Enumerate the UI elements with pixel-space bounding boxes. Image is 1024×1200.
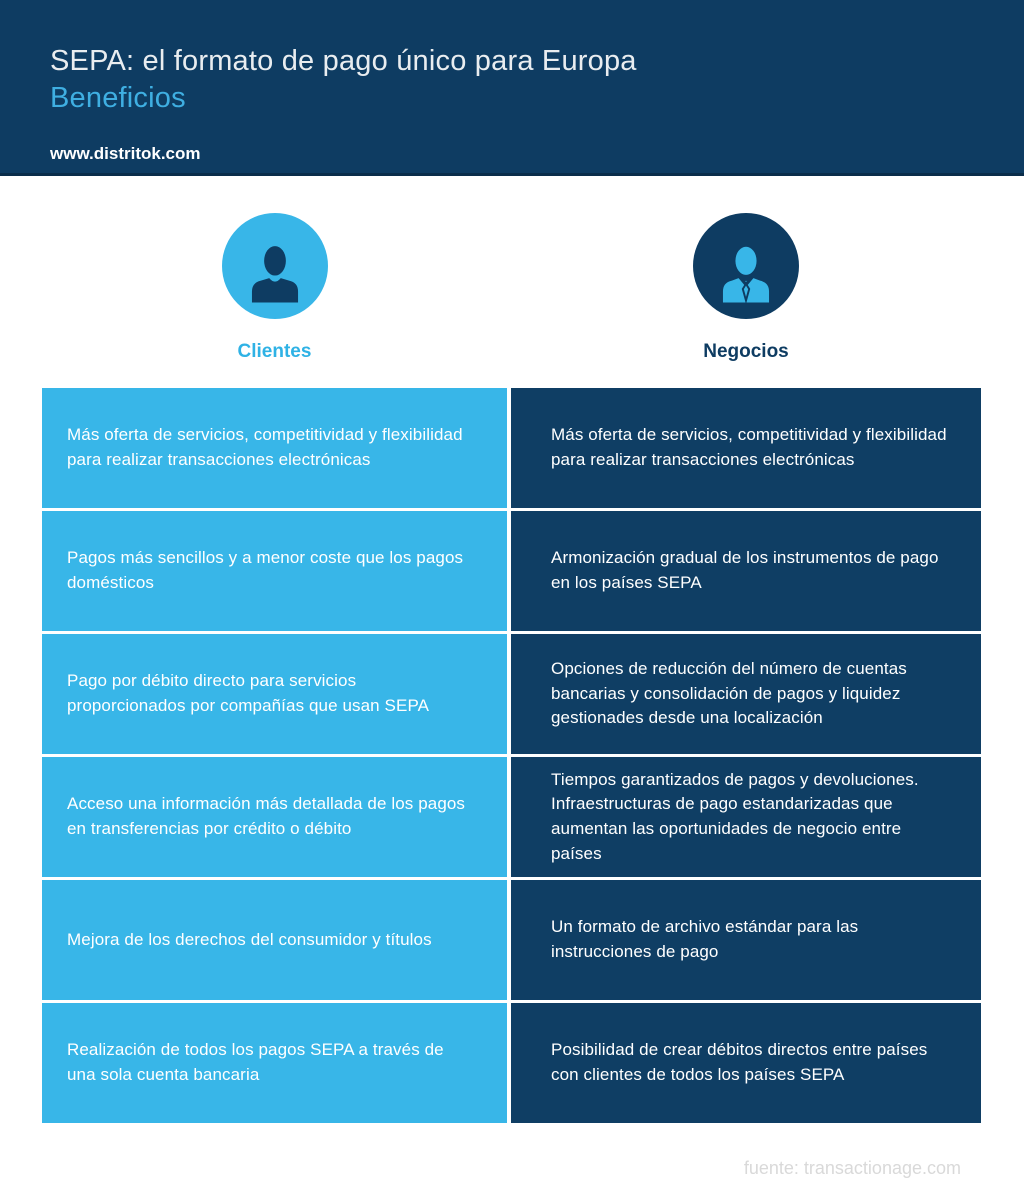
cell-clientes-2: Pagos más sencillos y a menor coste que … xyxy=(42,511,507,631)
footer-source: fuente: transactionage.com xyxy=(743,1158,961,1178)
cell-negocios-6: Posibilidad de crear débitos directos en… xyxy=(511,1003,981,1123)
cell-clientes-3: Pago por débito directo para servicios p… xyxy=(42,634,507,754)
cell-negocios-2: Armonización gradual de los instrumentos… xyxy=(511,511,981,631)
clientes-avatar xyxy=(221,213,328,319)
clientes-label: Clientes xyxy=(237,341,312,362)
website-url: www.distritok.com xyxy=(50,143,201,163)
benefits-table: Más oferta de servicios, competitividad … xyxy=(42,388,981,1123)
page-title: SEPA: el formato de pago único para Euro… xyxy=(50,45,637,77)
cell-negocios-3: Opciones de reducción del número de cuen… xyxy=(511,634,981,754)
cell-clientes-1: Más oferta de servicios, competitividad … xyxy=(42,388,507,508)
header: SEPA: el formato de pago único para Euro… xyxy=(0,0,1024,176)
negocios-group-header: Negocios xyxy=(511,213,981,363)
cell-negocios-5: Un formato de archivo estándar para las … xyxy=(511,880,981,1000)
page-subtitle: Beneficios xyxy=(50,82,186,115)
cell-clientes-4: Acceso una información más detallada de … xyxy=(42,757,507,877)
cell-negocios-1: Más oferta de servicios, competitividad … xyxy=(511,388,981,508)
cell-negocios-4: Tiempos garantizados de pagos y devoluci… xyxy=(511,757,981,877)
clientes-group-header: Clientes xyxy=(42,213,507,363)
person-icon xyxy=(251,246,298,303)
cell-clientes-6: Realización de todos los pagos SEPA a tr… xyxy=(42,1003,507,1123)
negocios-avatar xyxy=(693,213,799,319)
businessman-icon xyxy=(722,246,770,305)
cell-clientes-5: Mejora de los derechos del consumidor y … xyxy=(42,880,507,1000)
negocios-label: Negocios xyxy=(703,341,789,362)
